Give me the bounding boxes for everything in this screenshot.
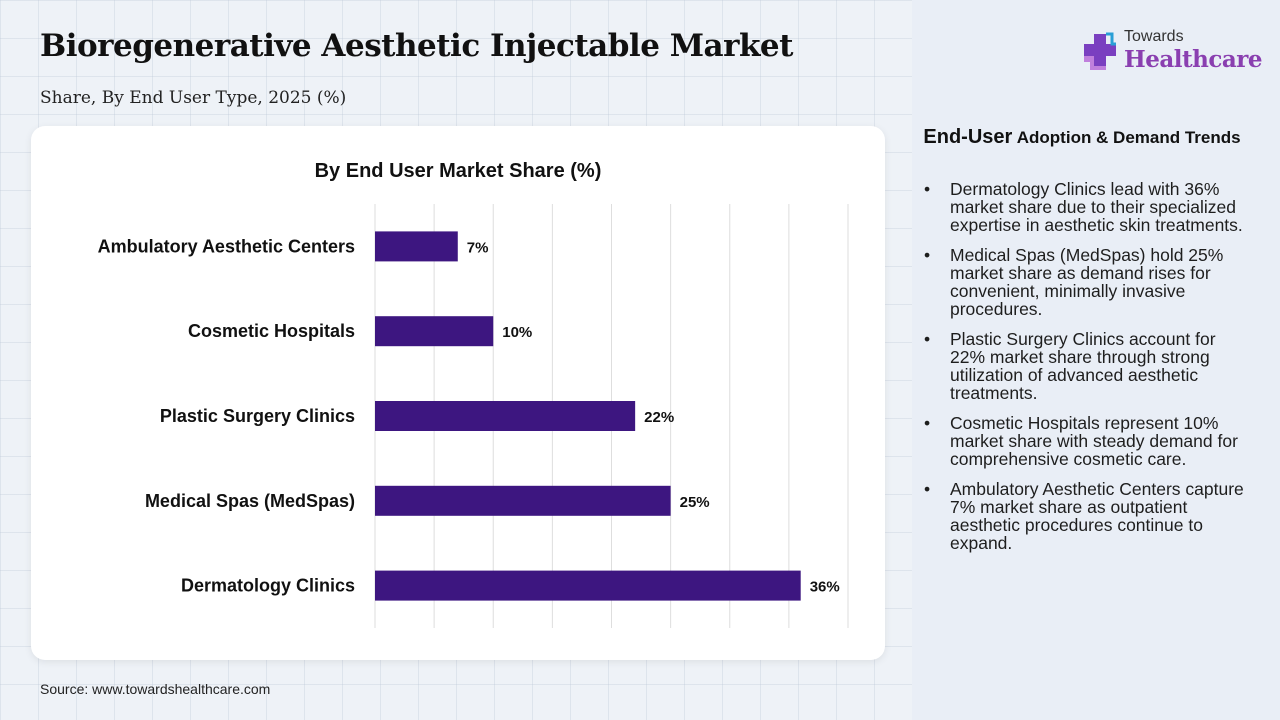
chart-card: By End User Market Share (%) Ambulatory … xyxy=(31,126,885,660)
towards-healthcare-logo[interactable]: Towards Healthcare xyxy=(1080,28,1263,78)
trend-text: Cosmetic Hospitals represent 10% market … xyxy=(950,413,1238,469)
trends-title-part2: Adoption & Demand Trends xyxy=(1016,128,1241,147)
trend-item: • Medical Spas (MedSpas) hold 25% market … xyxy=(924,246,1249,318)
trend-text: Plastic Surgery Clinics account for 22% … xyxy=(950,329,1216,403)
trends-title-part1: End-User xyxy=(923,126,1013,148)
source-text: Source: www.towardshealthcare.com xyxy=(40,681,271,697)
bullet-icon: • xyxy=(924,479,931,499)
trend-text: Medical Spas (MedSpas) hold 25% market s… xyxy=(950,245,1224,319)
category-label: Medical Spas (MedSpas) xyxy=(145,491,355,511)
right-panel xyxy=(912,0,1280,720)
data-label: 25% xyxy=(680,494,710,511)
data-label: 10% xyxy=(502,324,532,341)
page-title: Bioregenerative Aesthetic Injectable Mar… xyxy=(40,28,793,64)
category-label: Cosmetic Hospitals xyxy=(188,321,355,341)
chart-title: By End User Market Share (%) xyxy=(314,160,602,182)
category-label: Dermatology Clinics xyxy=(181,576,355,596)
category-label: Ambulatory Aesthetic Centers xyxy=(98,236,355,256)
trend-item: • Dermatology Clinics lead with 36% marke… xyxy=(924,180,1249,234)
category-label: Plastic Surgery Clinics xyxy=(160,406,355,426)
page-subtitle: Share, By End User Type, 2025 (%) xyxy=(40,88,347,108)
trend-text: Dermatology Clinics lead with 36% market… xyxy=(950,179,1243,235)
bar-chart: Ambulatory Aesthetic Centers 7% Cosmetic H… xyxy=(98,204,849,628)
trend-text: Ambulatory Aesthetic Centers capture 7% … xyxy=(950,479,1244,553)
bar[interactable] xyxy=(375,570,801,601)
bar[interactable] xyxy=(375,401,636,431)
trend-item: • Cosmetic Hospitals represent 10% market… xyxy=(924,414,1249,468)
trends-list: • Dermatology Clinics lead with 36% marke… xyxy=(924,180,1249,564)
bar[interactable] xyxy=(375,485,671,516)
data-label: 36% xyxy=(810,579,840,596)
bullet-icon: • xyxy=(924,329,931,349)
bar[interactable] xyxy=(375,316,494,347)
bullet-icon: • xyxy=(924,413,931,433)
bullet-icon: • xyxy=(924,179,931,199)
bullet-icon: • xyxy=(924,245,931,265)
logo-text-bottom: Healthcare xyxy=(1124,46,1263,73)
logo-text-top: Towards xyxy=(1124,28,1184,45)
data-label: 7% xyxy=(467,239,489,256)
data-label: 22% xyxy=(644,409,674,426)
trend-item: • Ambulatory Aesthetic Centers capture 7%… xyxy=(924,480,1249,552)
trend-item: • Plastic Surgery Clinics account for 22%… xyxy=(924,330,1249,402)
bar[interactable] xyxy=(375,231,458,262)
cross-logo-icon xyxy=(1084,32,1116,70)
trends-title: End-User Adoption & Demand Trends xyxy=(922,126,1242,148)
